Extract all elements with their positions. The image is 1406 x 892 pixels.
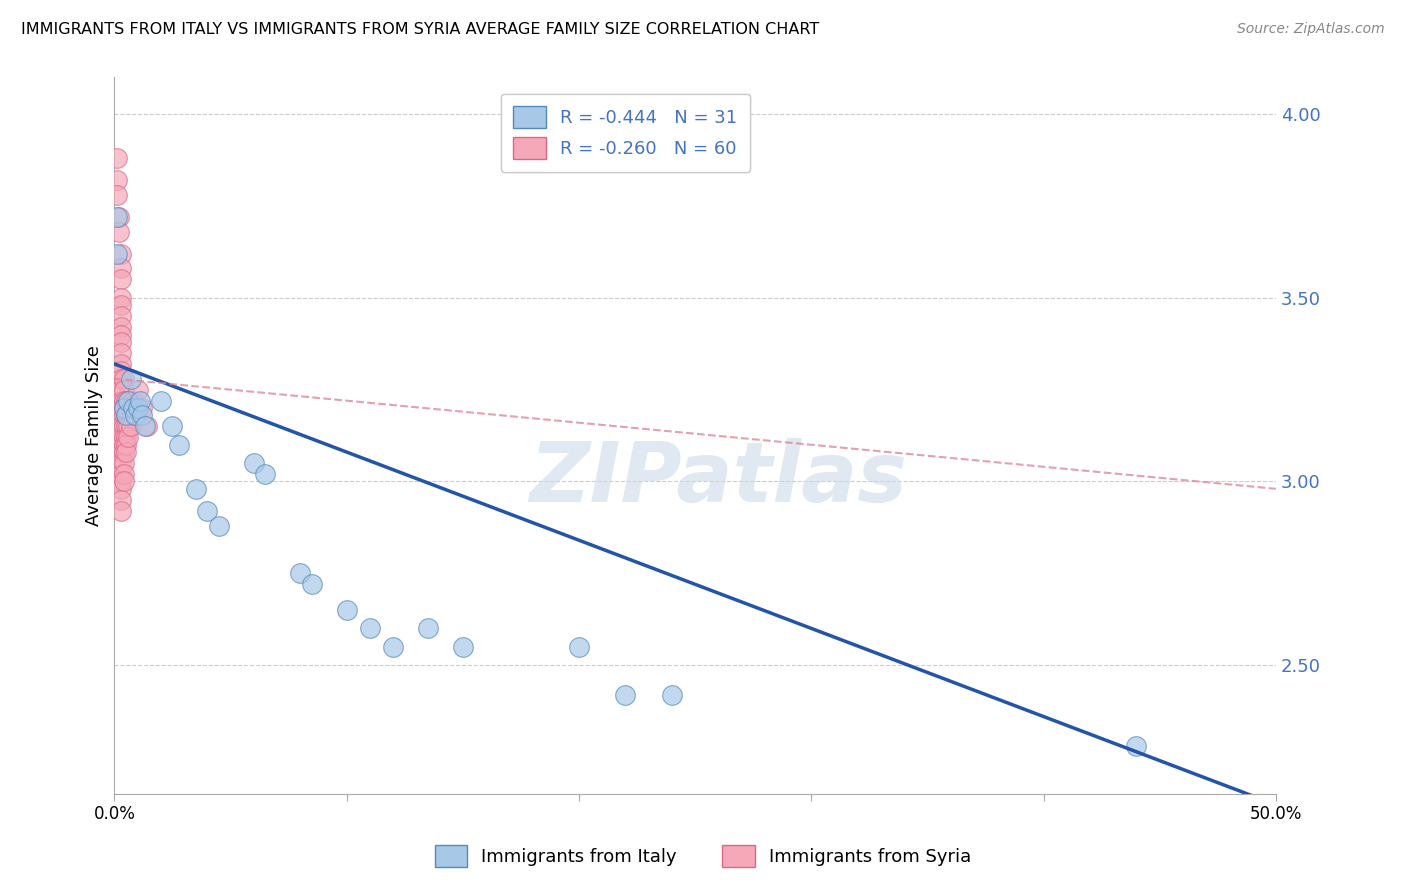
Point bbox=[110, 383, 132, 397]
Point bbox=[105, 246, 128, 260]
Point bbox=[112, 456, 135, 470]
Point bbox=[115, 393, 138, 408]
Text: ZIPatlas: ZIPatlas bbox=[530, 438, 907, 519]
Point bbox=[112, 419, 135, 434]
Point bbox=[105, 151, 128, 165]
Point bbox=[110, 482, 132, 496]
Point bbox=[105, 210, 128, 224]
Point bbox=[131, 409, 153, 423]
Point bbox=[110, 298, 132, 312]
Point bbox=[110, 456, 132, 470]
Point bbox=[661, 688, 683, 702]
Y-axis label: Average Family Size: Average Family Size bbox=[86, 345, 103, 526]
Point bbox=[110, 246, 132, 260]
Legend: R = -0.444   N = 31, R = -0.260   N = 60: R = -0.444 N = 31, R = -0.260 N = 60 bbox=[501, 94, 751, 172]
Point bbox=[105, 173, 128, 187]
Point bbox=[110, 320, 132, 334]
Text: IMMIGRANTS FROM ITALY VS IMMIGRANTS FROM SYRIA AVERAGE FAMILY SIZE CORRELATION C: IMMIGRANTS FROM ITALY VS IMMIGRANTS FROM… bbox=[21, 22, 820, 37]
Legend: Immigrants from Italy, Immigrants from Syria: Immigrants from Italy, Immigrants from S… bbox=[427, 838, 979, 874]
Point bbox=[110, 334, 132, 349]
Point bbox=[108, 210, 131, 224]
Point bbox=[110, 475, 132, 489]
Point bbox=[112, 430, 135, 444]
Point bbox=[112, 401, 135, 415]
Point bbox=[110, 327, 132, 342]
Point bbox=[336, 603, 359, 617]
Point bbox=[110, 261, 132, 276]
Point bbox=[110, 419, 132, 434]
Point bbox=[110, 371, 132, 385]
Point bbox=[254, 467, 277, 482]
Point bbox=[568, 640, 591, 654]
Point bbox=[162, 419, 184, 434]
Point bbox=[110, 346, 132, 360]
Point bbox=[301, 577, 323, 591]
Point bbox=[110, 393, 132, 408]
Point bbox=[129, 393, 152, 408]
Point bbox=[110, 467, 132, 482]
Point bbox=[359, 621, 381, 635]
Point bbox=[115, 445, 138, 459]
Point bbox=[110, 492, 132, 507]
Point bbox=[112, 467, 135, 482]
Point bbox=[115, 430, 138, 444]
Point bbox=[110, 430, 132, 444]
Point bbox=[117, 419, 139, 434]
Point bbox=[115, 409, 138, 423]
Point bbox=[112, 393, 135, 408]
Text: Source: ZipAtlas.com: Source: ZipAtlas.com bbox=[1237, 22, 1385, 37]
Point bbox=[131, 401, 153, 415]
Point bbox=[110, 364, 132, 378]
Point bbox=[112, 371, 135, 385]
Point bbox=[110, 445, 132, 459]
Point bbox=[110, 409, 132, 423]
Point bbox=[120, 409, 142, 423]
Point bbox=[149, 393, 172, 408]
Point bbox=[110, 357, 132, 371]
Point bbox=[115, 409, 138, 423]
Point bbox=[184, 482, 207, 496]
Point bbox=[117, 430, 139, 444]
Point bbox=[614, 688, 637, 702]
Point bbox=[382, 640, 405, 654]
Point bbox=[120, 419, 142, 434]
Point bbox=[112, 409, 135, 423]
Point bbox=[112, 383, 135, 397]
Point bbox=[110, 438, 132, 452]
Point bbox=[416, 621, 439, 635]
Point bbox=[112, 401, 135, 415]
Point bbox=[1125, 739, 1147, 753]
Point bbox=[108, 225, 131, 239]
Point bbox=[124, 409, 146, 423]
Point bbox=[242, 456, 264, 470]
Point bbox=[110, 504, 132, 518]
Point bbox=[290, 566, 312, 581]
Point bbox=[169, 438, 191, 452]
Point bbox=[117, 393, 139, 408]
Point bbox=[117, 409, 139, 423]
Point bbox=[112, 445, 135, 459]
Point bbox=[127, 383, 149, 397]
Point bbox=[120, 371, 142, 385]
Point bbox=[105, 188, 128, 202]
Point bbox=[110, 309, 132, 323]
Point bbox=[122, 401, 145, 415]
Point bbox=[136, 419, 159, 434]
Point bbox=[112, 438, 135, 452]
Point bbox=[112, 475, 135, 489]
Point bbox=[110, 401, 132, 415]
Point bbox=[122, 393, 145, 408]
Point bbox=[195, 504, 218, 518]
Point bbox=[208, 518, 231, 533]
Point bbox=[134, 419, 156, 434]
Point bbox=[124, 409, 146, 423]
Point bbox=[110, 291, 132, 305]
Point bbox=[451, 640, 474, 654]
Point bbox=[115, 438, 138, 452]
Point bbox=[127, 401, 149, 415]
Point bbox=[110, 272, 132, 286]
Point bbox=[115, 419, 138, 434]
